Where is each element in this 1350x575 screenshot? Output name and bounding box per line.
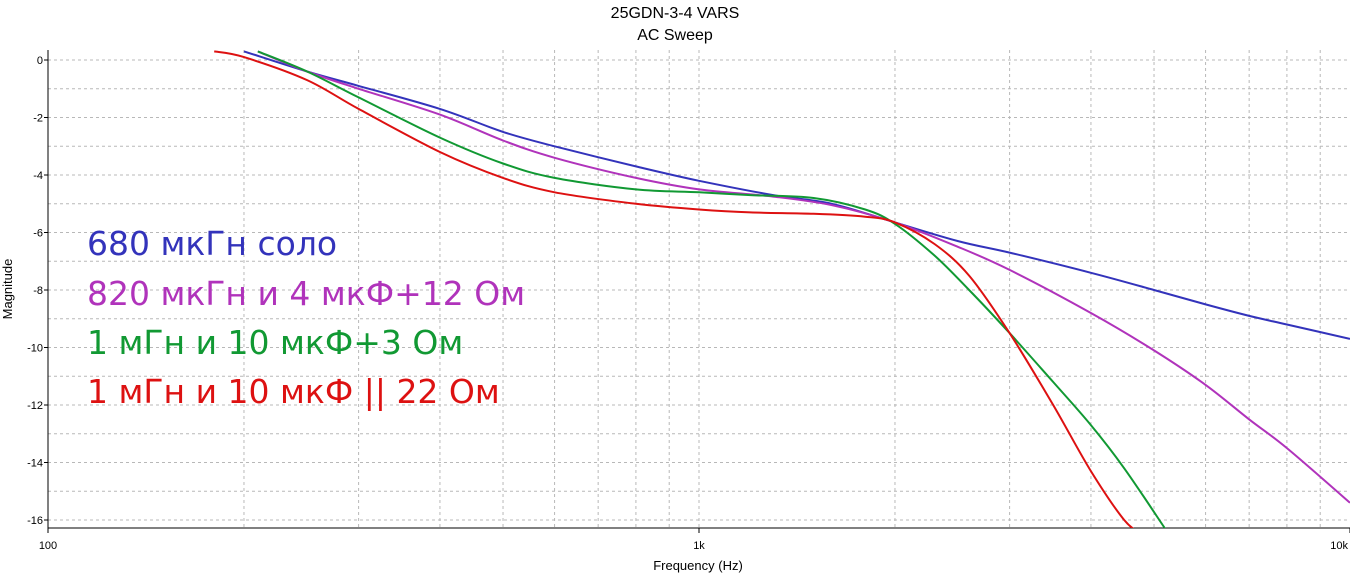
y-tick-label: -16 (27, 515, 43, 527)
series-line-3 (257, 50, 1166, 528)
y-axis-label: Magnitude (0, 259, 15, 320)
chart-subtitle: AC Sweep (637, 27, 713, 44)
y-tick-label: -12 (27, 400, 43, 412)
y-tick-label: -8 (33, 285, 43, 297)
legend-entry-2: 820 мкГн и 4 мкФ+12 Ом (87, 274, 525, 313)
y-tick-label: -14 (27, 458, 43, 470)
chart-title: 25GDN-3-4 VARS (610, 5, 740, 22)
x-axis-label: Frequency (Hz) (653, 558, 743, 573)
series-layer (214, 50, 1350, 528)
legend-entry-1: 680 мкГн соло (87, 224, 337, 263)
y-tick-label: -6 (33, 228, 43, 240)
y-tick-label: -2 (33, 113, 43, 125)
legend-entry-3: 1 мГн и 10 мкФ+3 Ом (87, 323, 463, 362)
legend-entry-4: 1 мГн и 10 мкФ || 22 Ом (87, 372, 500, 411)
series-line-2 (257, 50, 1350, 504)
y-tick-label: 0 (37, 55, 43, 67)
grid-layer (48, 50, 1350, 528)
series-line-1 (243, 50, 1350, 340)
legend: 680 мкГн соло 820 мкГн и 4 мкФ+12 Ом 1 мГн… (87, 224, 525, 411)
y-tick-label: -4 (33, 170, 43, 182)
series-line-4 (214, 50, 1134, 528)
y-tick-label: -10 (27, 343, 43, 355)
x-tick-label: 100 (39, 540, 57, 552)
x-tick-label: 1k (693, 540, 705, 552)
x-tick-label: 10k (1330, 540, 1348, 552)
